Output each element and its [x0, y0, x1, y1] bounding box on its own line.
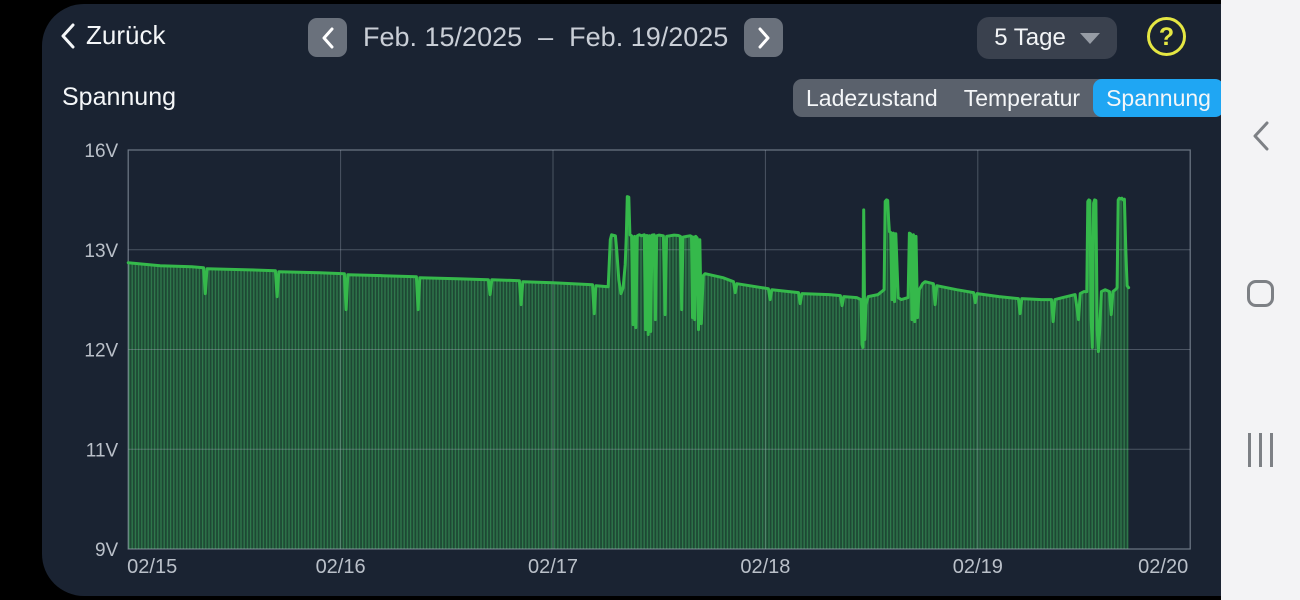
y-axis-label: 13V: [84, 241, 118, 262]
y-axis-label: 16V: [84, 141, 118, 162]
voltage-line: [126, 195, 1131, 353]
android-home-button[interactable]: [1221, 280, 1300, 307]
back-label: Zurück: [86, 20, 166, 50]
android-recents-icon: [1248, 433, 1251, 467]
tab-temperatur[interactable]: Temperatur: [951, 79, 1093, 117]
date-range-label[interactable]: Feb. 15/2025 – Feb. 19/2025: [363, 22, 728, 53]
date-end: Feb. 19/2025: [569, 22, 729, 52]
chevron-left-icon: [322, 27, 333, 48]
page-title: Spannung: [62, 83, 177, 111]
date-start: Feb. 15/2025: [363, 22, 523, 52]
x-axis-label: 02/15: [127, 556, 177, 578]
x-axis-label: 02/16: [316, 556, 366, 578]
android-navbar: [1221, 0, 1300, 600]
x-axis-label: 02/17: [528, 556, 578, 578]
date-next-button[interactable]: [744, 18, 784, 57]
tab-ladezustand[interactable]: Ladezustand: [793, 79, 951, 117]
android-home-icon: [1247, 280, 1274, 307]
help-button[interactable]: ?: [1147, 17, 1186, 56]
x-axis-label: 02/19: [953, 556, 1003, 578]
chart-tabs: Ladezustand Temperatur Spannung: [793, 79, 1224, 117]
android-recents-button[interactable]: [1221, 433, 1300, 467]
chevron-right-icon: [758, 27, 770, 48]
range-select[interactable]: 5 Tage: [977, 17, 1117, 59]
tab-spannung[interactable]: Spannung: [1093, 79, 1224, 117]
date-separator: –: [538, 22, 554, 52]
y-axis-label: 9V: [95, 540, 119, 561]
back-chevron-icon: [61, 23, 75, 48]
y-axis-label: 11V: [86, 440, 119, 461]
plot-border: [127, 149, 1191, 550]
date-range-navigator: Feb. 15/2025 – Feb. 19/2025: [308, 18, 784, 57]
caret-down-icon: [1079, 32, 1100, 44]
x-axis-label: 02/18: [740, 556, 790, 578]
voltage-area: [128, 196, 1129, 549]
y-axis-label: 12V: [84, 341, 118, 362]
range-select-label: 5 Tage: [994, 24, 1066, 51]
android-back-icon: [1253, 121, 1268, 151]
back-button[interactable]: Zurück: [60, 20, 165, 51]
date-prev-button[interactable]: [308, 18, 347, 57]
android-back-button[interactable]: [1221, 120, 1300, 152]
x-axis-label: 02/20: [1138, 556, 1188, 578]
